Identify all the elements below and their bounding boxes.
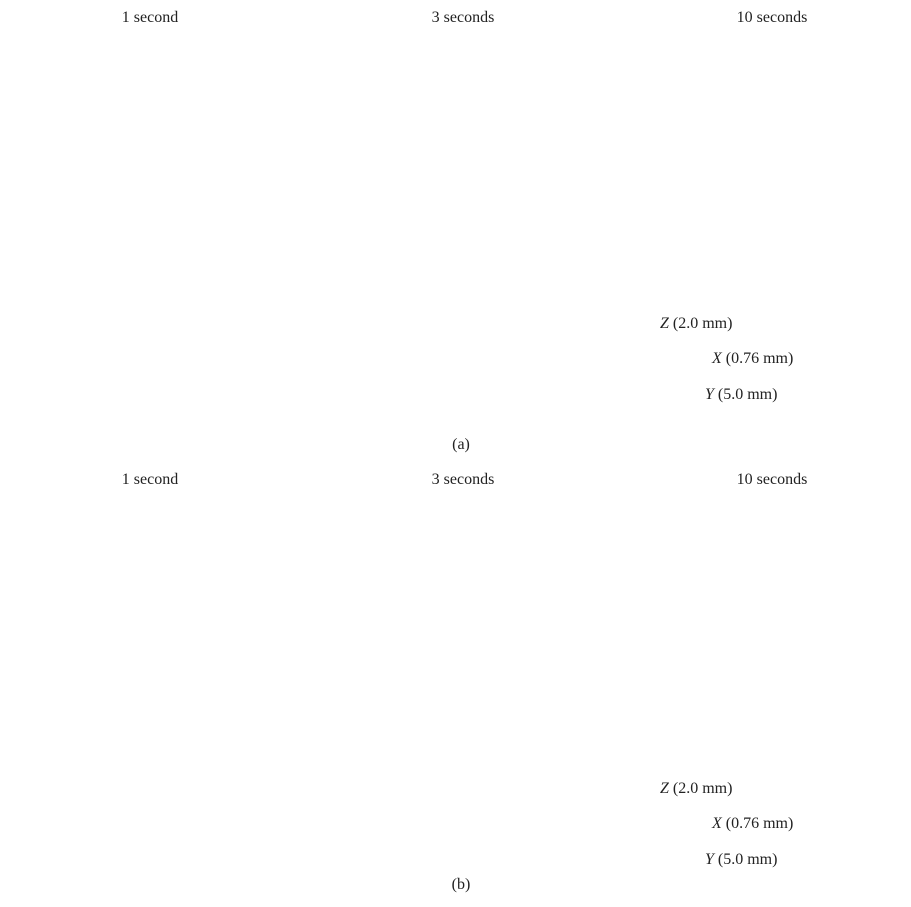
axis-letter: Y <box>705 386 714 403</box>
axis-size: (2.0 mm) <box>673 315 733 332</box>
column-title: 10 seconds <box>737 9 808 27</box>
axis-letter: Z <box>660 315 669 332</box>
axis-size: (2.0 mm) <box>673 780 733 797</box>
axis-letter: X <box>712 815 722 832</box>
axis-letter: Y <box>705 851 714 868</box>
axis-size: (5.0 mm) <box>718 386 778 403</box>
panel-label: (a) <box>452 436 470 454</box>
axis-size: (0.76 mm) <box>726 815 794 832</box>
column-title: 3 seconds <box>432 471 495 489</box>
axis-label: Y(5.0 mm) <box>705 851 777 869</box>
column-title: 3 seconds <box>432 9 495 27</box>
axis-label: X(0.76 mm) <box>712 815 793 833</box>
figure: 1 second3 seconds10 secondsZ(2.0 mm)X(0.… <box>0 0 911 907</box>
axis-label: Z(2.0 mm) <box>660 315 732 333</box>
axis-label: Y(5.0 mm) <box>705 386 777 404</box>
column-title: 1 second <box>122 471 178 489</box>
column-title: 1 second <box>122 9 178 27</box>
column-title: 10 seconds <box>737 471 808 489</box>
axis-label: X(0.76 mm) <box>712 350 793 368</box>
axis-size: (0.76 mm) <box>726 350 794 367</box>
panel-label: (b) <box>452 876 471 894</box>
axis-letter: X <box>712 350 722 367</box>
axis-size: (5.0 mm) <box>718 851 778 868</box>
axis-letter: Z <box>660 780 669 797</box>
axis-label: Z(2.0 mm) <box>660 780 732 798</box>
